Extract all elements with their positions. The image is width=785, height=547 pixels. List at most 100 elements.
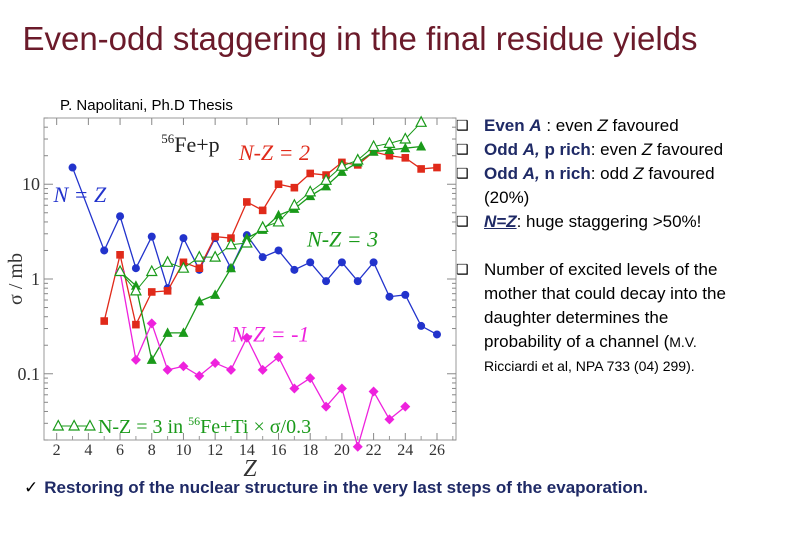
data-point <box>146 318 157 329</box>
data-point <box>130 354 141 365</box>
data-point <box>335 159 348 171</box>
x-tick-label: 22 <box>366 442 382 459</box>
data-point <box>163 287 172 295</box>
data-point <box>100 246 109 255</box>
data-point <box>416 141 427 151</box>
series-annotation: N-Z = -1 <box>230 321 309 346</box>
chart-title: 56Fe+p <box>161 131 219 157</box>
data-point <box>352 441 363 452</box>
spacer <box>456 234 785 258</box>
series-annotation: N-Z = 3 <box>306 227 378 252</box>
x-tick-label: 12 <box>207 442 223 459</box>
data-point <box>320 173 333 185</box>
data-point <box>211 232 219 241</box>
data-point <box>369 258 378 267</box>
x-tick-label: 16 <box>271 442 287 459</box>
data-point <box>241 332 252 343</box>
data-point <box>336 383 347 394</box>
data-point <box>368 386 379 397</box>
data-point <box>417 321 426 330</box>
data-point <box>225 262 236 273</box>
data-point <box>322 277 331 286</box>
data-point <box>193 250 206 262</box>
x-tick-label: 4 <box>84 442 92 459</box>
data-point <box>401 290 410 299</box>
series-annotation: N = Z <box>53 182 108 207</box>
data-point <box>274 180 283 189</box>
data-point <box>304 185 317 197</box>
legend-marker <box>83 419 96 431</box>
bullet-odd-a-p-rich: ❑ Odd A, p rich: even Z favoured <box>456 138 785 162</box>
data-point <box>100 317 109 325</box>
bullet-odd-a-n-rich: ❑ Odd A, n rich: odd Z favoured (20%) <box>456 164 715 207</box>
data-point <box>147 232 156 241</box>
data-point <box>321 401 332 412</box>
bullet-box-icon: ❑ <box>456 166 469 182</box>
data-point <box>194 295 205 306</box>
data-point <box>272 215 285 227</box>
bullet-list: ❑ Even A : even Z favoured ❑ Odd A, p ri… <box>456 114 785 378</box>
legend-marker <box>68 419 81 431</box>
data-point <box>384 144 395 154</box>
x-tick-label: 6 <box>116 442 124 459</box>
y-tick-label: 0.1 <box>18 364 41 384</box>
data-point <box>178 361 189 372</box>
data-point <box>210 357 221 368</box>
source-credit: P. Napolitani, Ph.D Thesis <box>60 97 233 114</box>
data-point <box>258 206 267 215</box>
data-point <box>306 169 315 178</box>
conclusion-text: Restoring of the nuclear structure in th… <box>44 478 648 497</box>
data-point <box>177 261 190 273</box>
y-tick-label: 10 <box>22 174 40 194</box>
data-point <box>210 289 221 299</box>
conclusion: ✓ Restoring of the nuclear structure in t… <box>24 478 648 498</box>
bullet-n-equals-z: ❑ N=Z: huge staggering >50%! <box>456 210 785 234</box>
x-tick-label: 26 <box>429 442 445 459</box>
x-tick-label: 2 <box>53 442 61 459</box>
data-point <box>256 220 269 233</box>
data-point <box>162 364 173 375</box>
data-point <box>240 236 253 248</box>
data-point <box>146 354 157 364</box>
data-point <box>432 330 441 339</box>
data-point <box>225 364 236 375</box>
x-axis-label: Z <box>243 456 257 480</box>
data-point <box>147 288 156 296</box>
data-point <box>224 237 237 250</box>
checkmark-icon: ✓ <box>24 478 39 498</box>
data-point <box>195 264 204 273</box>
data-point <box>353 277 362 286</box>
bullet-box-icon: ❑ <box>456 142 469 158</box>
data-point <box>243 198 251 206</box>
data-point <box>385 151 394 160</box>
data-point <box>116 251 124 259</box>
data-point <box>68 163 77 172</box>
data-point <box>383 136 396 148</box>
data-point <box>179 234 188 243</box>
bullet-box-icon: ❑ <box>456 262 469 278</box>
data-point <box>336 166 347 176</box>
plot-frame <box>43 117 457 441</box>
data-point <box>290 183 299 192</box>
data-point <box>274 246 283 255</box>
series-annotation: N-Z = 2 <box>238 140 310 165</box>
data-point <box>194 370 205 381</box>
data-point <box>289 383 300 394</box>
data-point <box>129 284 142 296</box>
data-point <box>415 115 428 127</box>
data-point <box>417 165 425 173</box>
series-line-square <box>103 151 438 327</box>
data-point <box>400 142 411 153</box>
y-axis-label: σ / mb <box>5 253 27 305</box>
data-point <box>433 163 441 172</box>
bullet-box-icon: ❑ <box>456 214 469 230</box>
data-point <box>337 258 346 267</box>
x-tick-label: 18 <box>302 442 318 459</box>
data-point <box>131 264 140 273</box>
x-tick-label: 14 <box>239 442 255 459</box>
data-point <box>178 327 189 337</box>
y-tick-label: 1 <box>31 269 40 289</box>
data-point <box>351 153 364 165</box>
bullet-box-icon: ❑ <box>456 118 469 134</box>
